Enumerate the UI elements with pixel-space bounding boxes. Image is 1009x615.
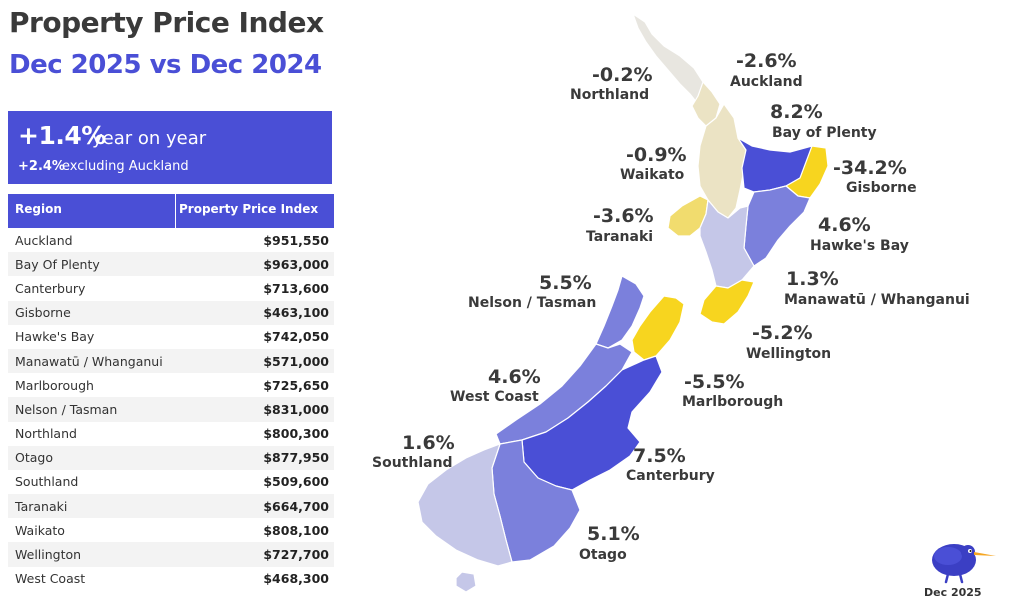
table-row: West Coast $468,300 bbox=[8, 567, 334, 591]
value-cell: $963,000 bbox=[263, 256, 329, 272]
page-subtitle: Dec 2025 vs Dec 2024 bbox=[9, 50, 322, 80]
taranaki-change: -3.6% bbox=[593, 205, 654, 227]
value-cell: $742,050 bbox=[263, 329, 329, 345]
table-row: Canterbury $713,600 bbox=[8, 276, 334, 300]
value-cell: $877,950 bbox=[263, 450, 329, 466]
table-row: Hawke's Bay $742,050 bbox=[8, 325, 334, 349]
yoy-text: year on year bbox=[92, 128, 207, 149]
nz-map bbox=[417, 13, 829, 593]
table-row: Bay Of Plenty $963,000 bbox=[8, 252, 334, 277]
waikato-change: -0.9% bbox=[626, 144, 687, 166]
hawkes-bay-label: Hawke's Bay bbox=[810, 238, 909, 254]
west-coast-change: 4.6% bbox=[488, 366, 541, 388]
wellington-label: Wellington bbox=[746, 346, 832, 362]
value-cell: $468,300 bbox=[263, 571, 329, 587]
region-cell: Canterbury bbox=[15, 280, 86, 296]
value-cell: $808,100 bbox=[263, 522, 329, 538]
region-cell: Gisborne bbox=[15, 305, 71, 321]
region-cell: Wellington bbox=[15, 547, 82, 563]
table-row: Waikato $808,100 bbox=[8, 518, 334, 542]
summary-card: +1.4% year on year +2.4% excluding Auckl… bbox=[8, 111, 332, 184]
auckland-label: Auckland bbox=[730, 74, 803, 90]
manawatu-whanganui-label: Manawatū / Whanganui bbox=[784, 292, 970, 308]
table-row: Nelson / Tasman $831,000 bbox=[8, 397, 334, 422]
region-cell: Waikato bbox=[15, 522, 65, 538]
region-cell: Taranaki bbox=[15, 498, 68, 514]
northland-change: -0.2% bbox=[592, 64, 653, 86]
value-cell: $951,550 bbox=[263, 232, 329, 248]
value-cell: $713,600 bbox=[263, 280, 329, 296]
manawatu-whanganui-change: 1.3% bbox=[786, 268, 839, 290]
canterbury-change: 7.5% bbox=[633, 445, 686, 467]
region-cell: Northland bbox=[15, 426, 77, 442]
table-row: Gisborne $463,100 bbox=[8, 300, 334, 325]
map-region-southland[interactable] bbox=[417, 443, 513, 567]
value-cell: $727,700 bbox=[263, 547, 329, 563]
table-header: Region Property Price Index bbox=[8, 194, 334, 228]
region-cell: Nelson / Tasman bbox=[15, 401, 118, 417]
price-index-table: Region Property Price Index Auckland $951… bbox=[8, 194, 334, 591]
region-cell: Auckland bbox=[15, 232, 73, 248]
region-cell: Manawatū / Whanganui bbox=[15, 353, 163, 369]
map-region-wellington[interactable] bbox=[699, 279, 755, 325]
kiwi-bird-icon bbox=[932, 544, 996, 584]
yoy-value: +1.4% bbox=[18, 121, 106, 150]
otago-change: 5.1% bbox=[587, 523, 640, 545]
column-header-price-index[interactable]: Property Price Index bbox=[179, 202, 319, 216]
gisborne-change: -34.2% bbox=[833, 157, 907, 179]
table-body: Auckland $951,550 Bay Of Plenty $963,000 C… bbox=[8, 228, 334, 591]
value-cell: $509,600 bbox=[263, 474, 329, 490]
nelson-tasman-label: Nelson / Tasman bbox=[468, 295, 597, 311]
table-row: Marlborough $725,650 bbox=[8, 373, 334, 397]
table-row: Manawatū / Whanganui $571,000 bbox=[8, 348, 334, 374]
value-cell: $571,000 bbox=[263, 353, 329, 369]
value-cell: $831,000 bbox=[263, 401, 329, 417]
ex-auckland-text: excluding Auckland bbox=[62, 159, 189, 174]
table-row: Auckland $951,550 bbox=[8, 228, 334, 252]
ex-auckland-value: +2.4% bbox=[18, 159, 65, 174]
value-cell: $664,700 bbox=[263, 498, 329, 514]
wellington-change: -5.2% bbox=[752, 322, 813, 344]
canterbury-label: Canterbury bbox=[626, 468, 715, 484]
table-row: Southland $509,600 bbox=[8, 470, 334, 494]
column-header-region[interactable]: Region bbox=[8, 194, 176, 228]
table-row: Northland $800,300 bbox=[8, 422, 334, 446]
taranaki-label: Taranaki bbox=[586, 229, 654, 245]
table-row: Wellington $727,700 bbox=[8, 542, 334, 567]
footer-date: Dec 2025 bbox=[924, 586, 982, 599]
northland-label: Northland bbox=[570, 87, 650, 103]
region-cell: Hawke's Bay bbox=[15, 329, 95, 345]
table-row: Otago $877,950 bbox=[8, 445, 334, 470]
nelson-tasman-change: 5.5% bbox=[539, 272, 592, 294]
region-cell: Southland bbox=[15, 474, 79, 490]
gisborne-label: Gisborne bbox=[846, 180, 917, 196]
hawkes-bay-change: 4.6% bbox=[818, 214, 871, 236]
map-region-waikato[interactable] bbox=[697, 103, 747, 219]
value-cell: $800,300 bbox=[263, 426, 329, 442]
marlborough-change: -5.5% bbox=[684, 371, 745, 393]
value-cell: $463,100 bbox=[263, 305, 329, 321]
region-cell: Otago bbox=[15, 450, 53, 466]
bay-of-plenty-change: 8.2% bbox=[770, 101, 823, 123]
region-cell: Marlborough bbox=[15, 377, 94, 393]
page-title: Property Price Index bbox=[9, 6, 324, 39]
region-cell: Bay Of Plenty bbox=[15, 256, 100, 272]
southland-label: Southland bbox=[372, 455, 453, 471]
value-cell: $725,650 bbox=[263, 377, 329, 393]
table-row: Taranaki $664,700 bbox=[8, 494, 334, 519]
region-cell: West Coast bbox=[15, 571, 86, 587]
auckland-change: -2.6% bbox=[736, 50, 797, 72]
west-coast-label: West Coast bbox=[450, 389, 539, 405]
map-region-hawkes-bay[interactable] bbox=[743, 185, 811, 267]
map-stewart-island bbox=[455, 571, 477, 593]
southland-change: 1.6% bbox=[402, 432, 455, 454]
waikato-label: Waikato bbox=[620, 167, 685, 183]
bay-of-plenty-label: Bay of Plenty bbox=[772, 125, 877, 141]
otago-label: Otago bbox=[579, 547, 627, 563]
marlborough-label: Marlborough bbox=[682, 394, 784, 410]
map-region-nelson-tasman[interactable] bbox=[595, 275, 645, 349]
